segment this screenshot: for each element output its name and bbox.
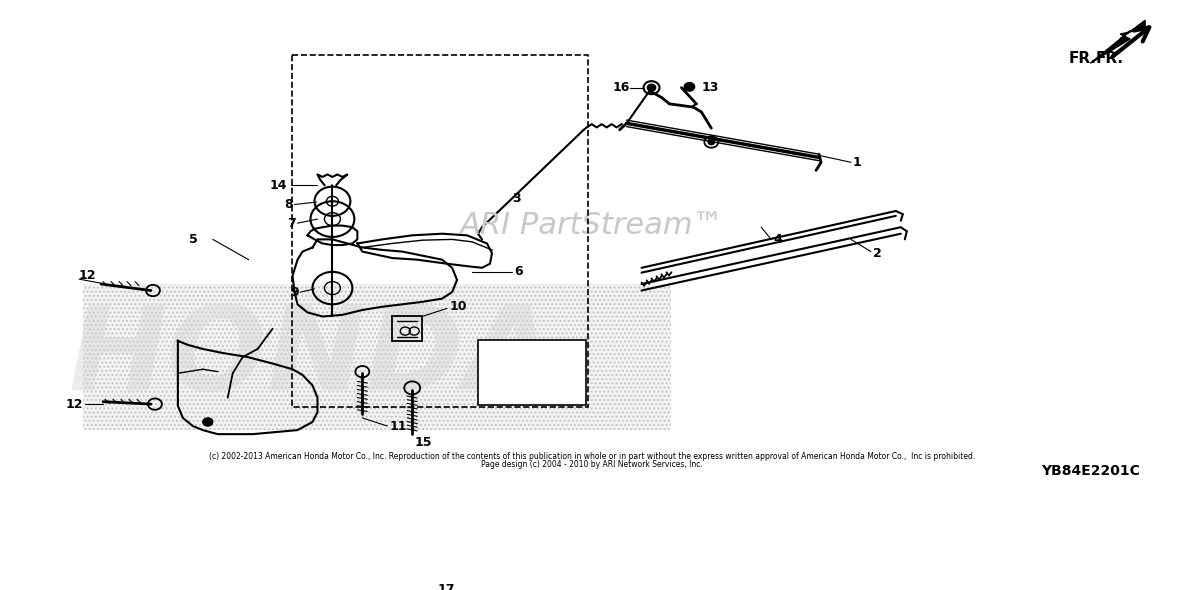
Text: ARI PartStream™: ARI PartStream™ [460,211,723,240]
Text: 8: 8 [284,198,293,211]
Text: FR.: FR. [1095,51,1123,66]
Text: 2: 2 [873,247,881,260]
Text: Page design (c) 2004 - 2010 by ARI Network Services, Inc.: Page design (c) 2004 - 2010 by ARI Netwo… [480,460,702,470]
Text: 17: 17 [437,583,454,590]
Text: 5: 5 [189,233,198,246]
Circle shape [648,84,656,91]
Circle shape [684,83,694,91]
Text: 6: 6 [514,266,523,278]
Text: YB84E2201C: YB84E2201C [1041,464,1140,478]
Text: 7: 7 [287,217,295,230]
Polygon shape [1090,20,1145,63]
Text: 10: 10 [450,300,466,313]
Text: (c) 2002-2013 American Honda Motor Co., Inc. Reproduction of the contents of thi: (c) 2002-2013 American Honda Motor Co., … [209,451,975,461]
Text: 15: 15 [414,436,432,449]
Text: 11: 11 [389,419,407,432]
Text: 4: 4 [773,233,782,246]
Text: 12: 12 [66,398,83,411]
Bar [478,340,585,405]
Text: 14: 14 [270,179,288,192]
Bar [291,55,588,407]
Text: 12: 12 [78,270,96,283]
Text: 16: 16 [612,81,630,94]
Text: 1: 1 [853,156,861,169]
Text: 3: 3 [512,192,520,205]
Text: 9: 9 [290,286,299,299]
Text: HONDA: HONDA [68,300,556,415]
Text: 13: 13 [701,81,719,94]
Bar [83,284,671,430]
Circle shape [203,418,212,426]
Circle shape [708,140,714,145]
Text: FR.: FR. [1068,51,1096,66]
